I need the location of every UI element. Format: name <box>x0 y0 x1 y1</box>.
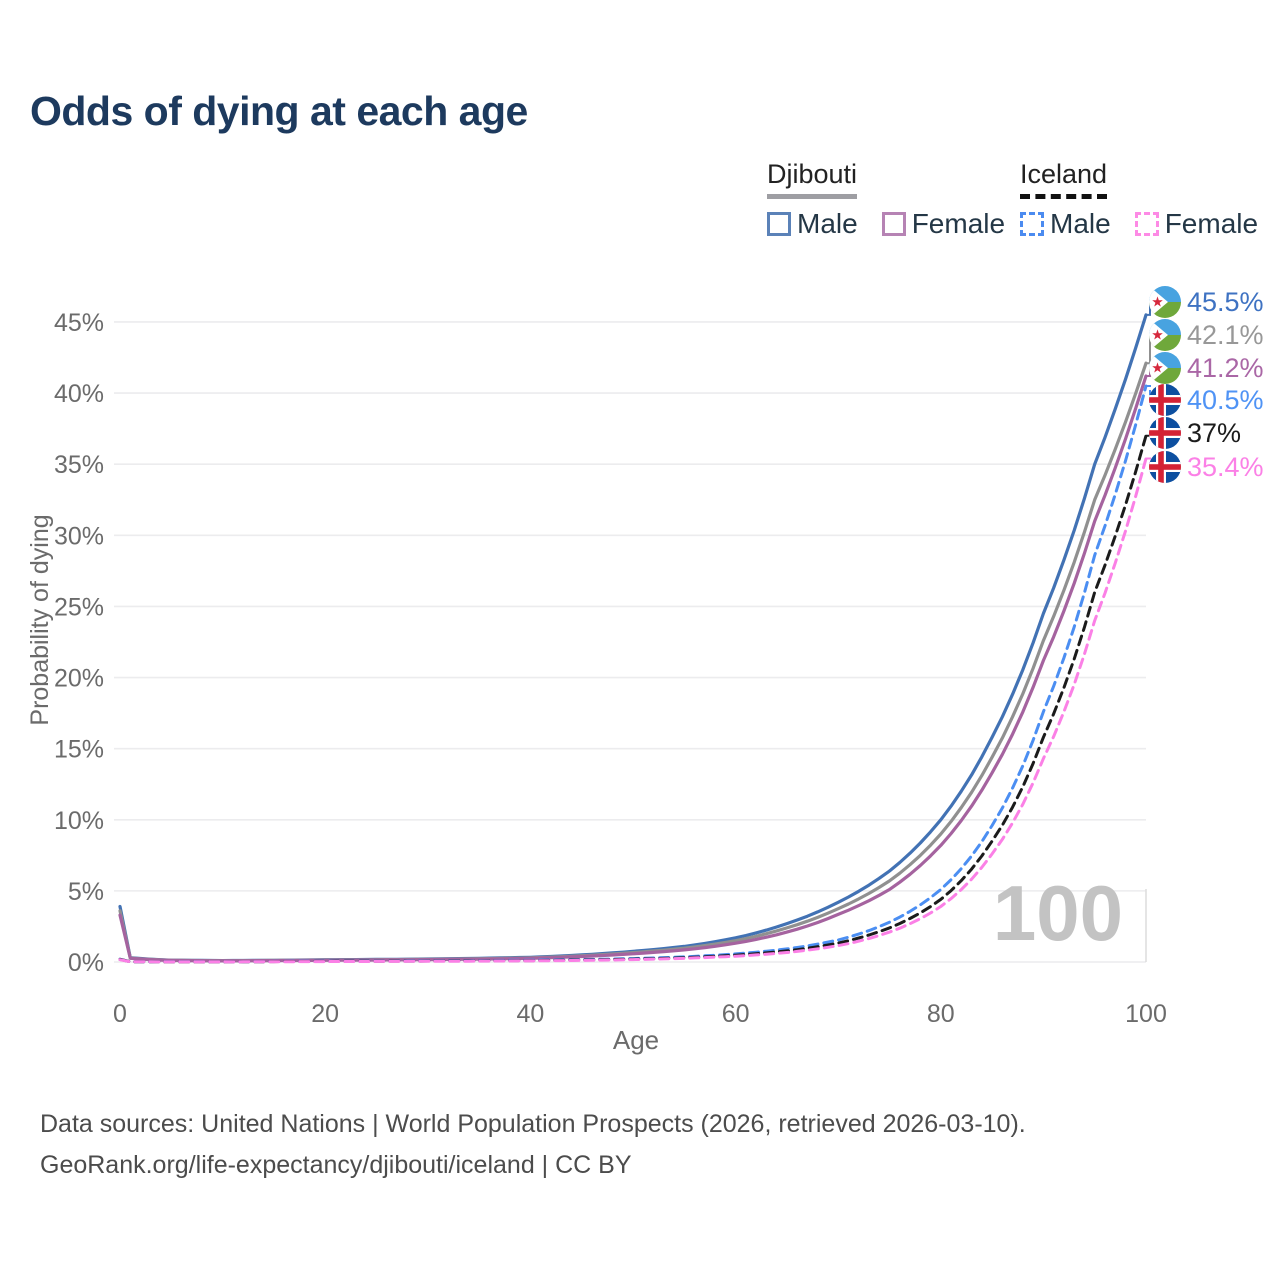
legend-item-iceland-male[interactable]: Male <box>1020 208 1111 240</box>
legend-label: Male <box>797 207 858 239</box>
legend-item-djibouti-male[interactable]: Male <box>767 208 858 240</box>
legend-group-iceland: Iceland Male Female <box>1020 159 1259 240</box>
iceland-flag-icon <box>1149 384 1181 416</box>
x-tick-label: 0 <box>113 1000 127 1028</box>
legend-label: Male <box>1050 207 1111 239</box>
legend-group-djibouti: Djibouti Male Female <box>767 159 1006 240</box>
end-value-label-djibouti-all: 42.1% <box>1187 320 1264 350</box>
page-title: Odds of dying at each age <box>30 88 528 134</box>
legend-heading-iceland[interactable]: Iceland <box>1020 159 1108 199</box>
y-tick-label: 40% <box>54 380 104 408</box>
end-value-label-iceland-male: 40.5% <box>1187 385 1264 415</box>
djibouti-flag-icon <box>1149 286 1181 318</box>
y-axis-tick-labels: 0% 5% 10% 15% 20% 25% 30% 35% 40% 45% <box>54 309 104 977</box>
footer: Data sources: United Nations | World Pop… <box>40 1104 1026 1185</box>
x-axis-tick-labels: 0 20 40 60 80 100 <box>113 1000 1167 1028</box>
x-tick-label: 40 <box>516 1000 544 1028</box>
end-value-label-iceland-female: 35.4% <box>1187 452 1264 482</box>
footer-data-sources: Data sources: United Nations | World Pop… <box>40 1110 1026 1138</box>
x-tick-label: 100 <box>1125 1000 1167 1028</box>
end-value-label-djibouti-male: 45.5% <box>1187 287 1264 317</box>
djibouti-flag-icon <box>1149 319 1181 351</box>
y-tick-label: 0% <box>68 949 104 977</box>
legend-label: Female <box>911 207 1006 239</box>
y-tick-label: 15% <box>54 736 104 764</box>
legend-item-iceland-female[interactable]: Female <box>1134 207 1259 240</box>
x-tick-label: 60 <box>722 1000 750 1028</box>
y-tick-label: 45% <box>54 309 104 337</box>
y-tick-label: 10% <box>54 807 104 835</box>
y-tick-label: 30% <box>54 522 104 550</box>
x-tick-label: 80 <box>927 1000 955 1028</box>
footer-attribution: GeoRank.org/life-expectancy/djibouti/ice… <box>40 1150 632 1179</box>
iceland-male-swatch-icon <box>1020 211 1044 236</box>
legend-item-djibouti-female[interactable]: Female <box>881 207 1006 240</box>
y-tick-label: 35% <box>54 451 104 479</box>
djibouti-male-swatch-icon <box>767 211 791 236</box>
iceland-flag-icon <box>1149 417 1181 449</box>
x-tick-label: 20 <box>311 1000 339 1028</box>
series-line-iceland-female[interactable] <box>118 457 1148 964</box>
djibouti-flag-icon <box>1149 352 1181 384</box>
iceland-flag-icon <box>1149 451 1181 483</box>
line-chart: 100 0% 5% 10% 15% 20% 25% 30% 35% 40% 45% 0 20 40 60… <box>26 286 1264 1055</box>
end-value-label-djibouti-female: 41.2% <box>1187 353 1264 383</box>
legend-heading-djibouti[interactable]: Djibouti <box>767 159 858 199</box>
end-value-label-iceland-all: 37% <box>1187 418 1241 448</box>
y-tick-label: 20% <box>54 665 104 693</box>
x-axis-title: Age <box>613 1025 659 1055</box>
y-tick-label: 25% <box>54 593 104 621</box>
age-counter-watermark: 100 <box>993 869 1123 957</box>
y-tick-label: 5% <box>68 878 104 906</box>
legend-label: Female <box>1164 207 1259 239</box>
djibouti-female-swatch-icon <box>881 211 906 236</box>
series-line-djibouti-male[interactable] <box>118 313 1148 963</box>
gridlines <box>114 321 1146 963</box>
iceland-female-swatch-icon <box>1134 211 1159 236</box>
y-axis-title: Probability of dying <box>26 514 54 725</box>
